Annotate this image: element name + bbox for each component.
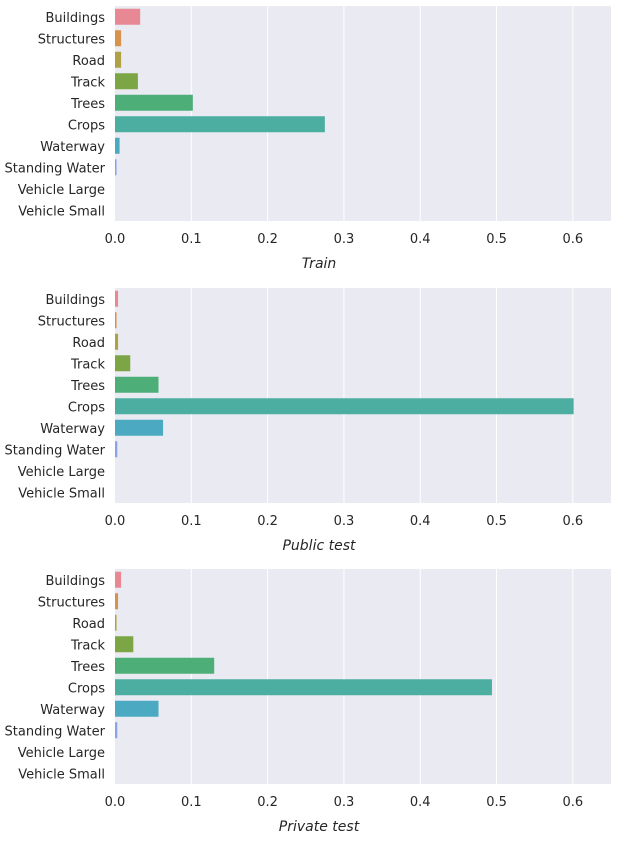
x-tick-label: 0.3: [334, 232, 355, 247]
plot-background: [115, 569, 611, 784]
bar-track: [115, 355, 131, 372]
bar-structures: [115, 593, 119, 610]
y-tick-label: Structures: [38, 314, 105, 329]
bar-road: [115, 614, 117, 631]
y-tick-label: Buildings: [45, 574, 105, 589]
bar-structures: [115, 312, 117, 329]
bar-crops: [115, 679, 492, 696]
chart-panel-1: 0.0 0.1 0.2 0.3 0.4 0.5 0.6 Buildings Structures…: [5, 6, 611, 272]
chart-panel-3: 0.0 0.1 0.2 0.3 0.4 0.5 0.6 Buildings Structures…: [5, 569, 611, 835]
x-tick-label: 0.2: [257, 514, 278, 529]
y-tick-label: Structures: [38, 32, 105, 47]
x-tick-label: 0.3: [334, 795, 355, 810]
x-tick-label: 0.6: [563, 514, 584, 529]
y-tick-label: Crops: [68, 400, 105, 415]
bar-standing-water: [115, 159, 117, 176]
y-tick-label: Structures: [38, 595, 105, 610]
x-axis-label: Private test: [279, 819, 360, 835]
x-axis-label: Public test: [282, 538, 356, 554]
x-tick-label: 0.4: [410, 795, 431, 810]
bar-trees: [115, 657, 215, 674]
x-tick-label: 0.6: [563, 232, 584, 247]
y-tick-label: Vehicle Large: [18, 465, 105, 480]
y-tick-label: Trees: [70, 660, 105, 675]
bar-standing-water: [115, 722, 118, 739]
y-tick-label: Vehicle Small: [18, 486, 105, 501]
plot-background: [115, 6, 611, 221]
y-tick-label: Waterway: [40, 703, 105, 718]
x-tick-label: 0.1: [181, 795, 202, 810]
y-tick-label: Crops: [68, 118, 105, 133]
chart-panel-2: 0.0 0.1 0.2 0.3 0.4 0.5 0.6 Buildings Structures…: [5, 288, 611, 554]
y-tick-label: Standing Water: [5, 724, 106, 739]
bar-crops: [115, 116, 325, 133]
bar-buildings: [115, 290, 119, 307]
bar-buildings: [115, 571, 122, 588]
x-tick-label: 0.0: [105, 232, 126, 247]
bar-standing-water: [115, 441, 118, 458]
y-tick-label: Buildings: [45, 293, 105, 308]
bar-waterway: [115, 137, 120, 154]
y-tick-label: Standing Water: [5, 443, 106, 458]
y-tick-label: Waterway: [40, 422, 105, 437]
x-tick-label: 0.5: [486, 232, 507, 247]
x-tick-label: 0.2: [257, 795, 278, 810]
bar-buildings: [115, 8, 141, 25]
y-tick-label: Track: [70, 638, 105, 653]
bar-trees: [115, 376, 159, 393]
x-tick-label: 0.3: [334, 514, 355, 529]
x-tick-label: 0.1: [181, 232, 202, 247]
y-tick-label: Trees: [70, 379, 105, 394]
bar-waterway: [115, 419, 164, 436]
y-tick-label: Trees: [70, 97, 105, 112]
y-tick-label: Track: [70, 75, 105, 90]
x-tick-label: 0.2: [257, 232, 278, 247]
y-tick-label: Track: [70, 357, 105, 372]
x-tick-label: 0.0: [105, 795, 126, 810]
y-tick-label: Road: [72, 54, 105, 69]
plot-background: [115, 288, 611, 503]
y-tick-label: Buildings: [45, 11, 105, 26]
bar-waterway: [115, 700, 159, 717]
y-tick-label: Vehicle Small: [18, 204, 105, 219]
x-tick-label: 0.4: [410, 232, 431, 247]
x-axis-label: Train: [302, 256, 337, 272]
y-tick-label: Waterway: [40, 140, 105, 155]
y-tick-label: Crops: [68, 681, 105, 696]
y-tick-label: Vehicle Large: [18, 746, 105, 761]
x-tick-label: 0.5: [486, 795, 507, 810]
bar-crops: [115, 398, 574, 415]
bar-structures: [115, 30, 122, 47]
bar-road: [115, 51, 122, 68]
y-tick-label: Road: [72, 336, 105, 351]
bar-track: [115, 73, 138, 90]
x-tick-label: 0.4: [410, 514, 431, 529]
y-tick-label: Road: [72, 617, 105, 632]
bar-road: [115, 333, 119, 350]
x-tick-label: 0.5: [486, 514, 507, 529]
x-tick-label: 0.1: [181, 514, 202, 529]
bar-track: [115, 636, 134, 653]
bar-trees: [115, 94, 193, 111]
y-tick-label: Standing Water: [5, 161, 106, 176]
x-tick-label: 0.6: [563, 795, 584, 810]
y-tick-label: Vehicle Large: [18, 183, 105, 198]
y-tick-label: Vehicle Small: [18, 767, 105, 782]
x-tick-label: 0.0: [105, 514, 126, 529]
